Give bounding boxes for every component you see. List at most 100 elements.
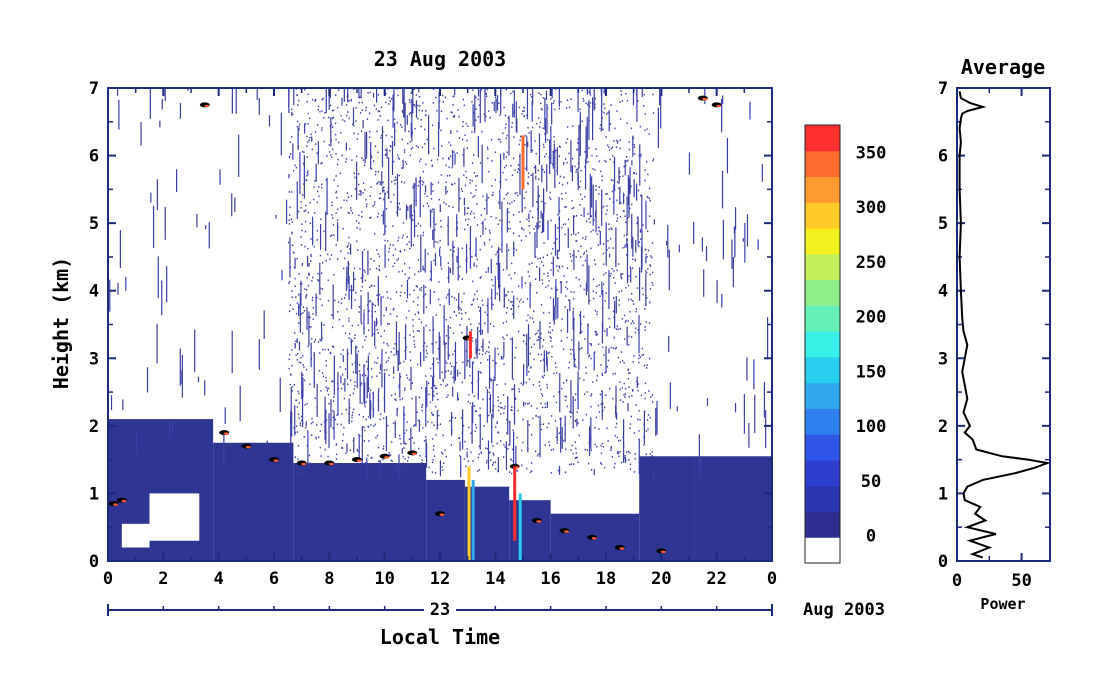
speckle-echo <box>494 178 497 181</box>
speckle-echo <box>509 227 511 230</box>
speckle-echo <box>561 198 563 200</box>
scatter-echo <box>523 401 525 407</box>
scatter-echo <box>531 100 533 122</box>
speckle-echo <box>479 370 481 373</box>
speckle-echo <box>637 389 639 392</box>
scatter-echo <box>564 415 566 443</box>
speckle-echo <box>487 346 490 348</box>
speckle-echo <box>331 204 333 207</box>
speckle-echo <box>337 387 339 390</box>
speckle-echo <box>573 291 575 294</box>
speckle-echo <box>442 101 444 103</box>
scatter-echo <box>313 351 315 388</box>
speckle-echo <box>520 239 523 242</box>
speckle-echo <box>523 110 525 112</box>
scatter-echo <box>471 361 474 394</box>
speckle-echo <box>333 273 335 276</box>
speckle-echo <box>404 442 406 445</box>
speckle-echo <box>313 245 315 248</box>
speckle-echo <box>638 245 640 248</box>
speckle-echo <box>602 346 604 349</box>
speckle-echo <box>337 310 339 313</box>
speckle-echo <box>436 358 438 360</box>
speckle-echo <box>640 155 642 158</box>
speckle-echo <box>497 223 499 225</box>
scatter-echo <box>577 371 579 410</box>
speckle-echo <box>389 313 392 315</box>
speckle-echo <box>613 297 615 299</box>
speckle-echo <box>646 271 648 274</box>
speckle-echo <box>416 466 418 468</box>
speckle-echo <box>579 111 581 114</box>
speckle-echo <box>326 213 328 215</box>
speckle-echo <box>643 423 645 426</box>
speckle-echo <box>629 423 632 425</box>
speckle-echo <box>421 183 424 186</box>
speckle-echo <box>497 396 499 398</box>
speckle-echo <box>503 338 505 341</box>
speckle-echo <box>466 147 469 149</box>
speckle-echo <box>377 298 379 301</box>
speckle-echo <box>473 172 475 174</box>
speckle-echo <box>507 192 509 195</box>
average-power-line <box>958 91 1050 559</box>
scatter-echo <box>231 88 233 114</box>
speckle-echo <box>511 409 513 412</box>
speckle-echo <box>628 141 630 143</box>
scatter-echo <box>588 426 591 456</box>
speckle-echo <box>309 383 311 386</box>
speckle-echo <box>477 306 480 308</box>
speckle-echo <box>644 113 646 115</box>
speckle-echo <box>487 148 489 151</box>
speckle-echo <box>311 280 313 282</box>
speckle-echo <box>645 253 647 256</box>
scatter-echo <box>632 236 634 257</box>
speckle-echo <box>377 110 379 112</box>
scatter-echo <box>325 88 327 113</box>
speckle-echo <box>502 336 504 339</box>
scatter-echo <box>540 210 542 219</box>
speckle-echo <box>638 361 640 364</box>
speckle-echo <box>558 210 561 212</box>
speckle-echo <box>637 382 639 385</box>
speckle-echo <box>493 376 495 379</box>
speckle-echo <box>502 356 505 358</box>
scatter-echo <box>362 120 364 129</box>
scatter-echo <box>693 221 695 244</box>
speckle-echo <box>630 322 632 325</box>
speckle-echo <box>558 218 560 220</box>
speckle-echo <box>431 210 433 213</box>
speckle-echo <box>421 409 423 412</box>
speckle-echo <box>321 304 323 307</box>
speckle-echo <box>350 340 352 343</box>
speckle-echo <box>604 159 606 162</box>
speckle-echo <box>461 417 463 419</box>
speckle-echo <box>296 358 298 361</box>
scatter-echo <box>367 355 369 392</box>
speckle-echo <box>295 340 297 342</box>
speckle-echo <box>503 412 505 414</box>
speckle-echo <box>531 262 533 265</box>
scatter-echo <box>601 322 604 344</box>
speckle-echo <box>409 247 411 250</box>
speckle-echo <box>585 250 588 252</box>
speckle-echo <box>633 432 635 434</box>
speckle-echo <box>544 202 546 205</box>
speckle-echo <box>375 324 377 327</box>
speckle-echo <box>335 212 337 214</box>
speckle-echo <box>626 122 628 124</box>
speckle-echo <box>499 202 501 205</box>
speckle-echo <box>624 338 626 340</box>
scatter-echo <box>401 448 403 454</box>
speckle-echo <box>620 202 622 204</box>
speckle-echo <box>492 461 495 464</box>
speckle-echo <box>628 275 630 278</box>
speckle-echo <box>498 405 500 408</box>
speckle-echo <box>569 463 571 466</box>
speckle-echo <box>307 141 309 143</box>
speckle-echo <box>327 471 329 474</box>
speckle-echo <box>643 444 645 446</box>
speckle-echo <box>569 411 571 413</box>
speckle-echo <box>492 452 494 455</box>
speckle-echo <box>652 93 654 96</box>
